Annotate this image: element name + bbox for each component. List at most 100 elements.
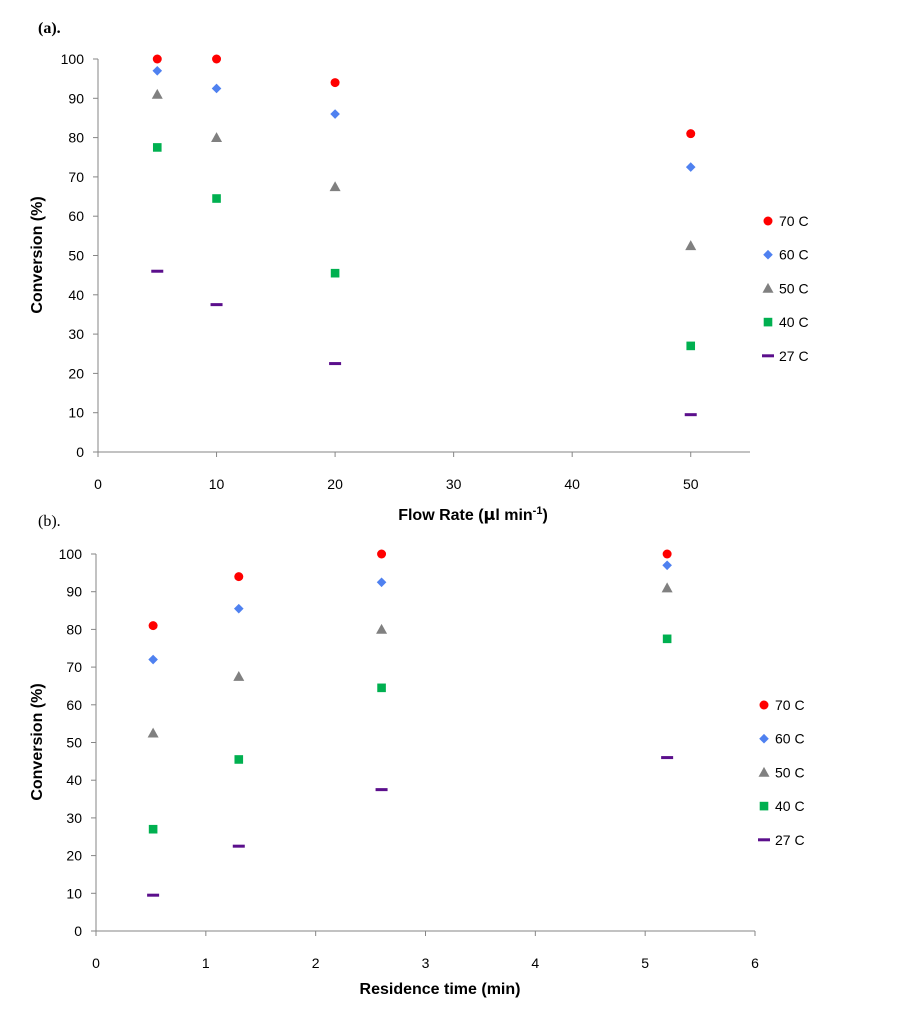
data-point <box>377 683 386 693</box>
panel-b-plot: 0 10 20 30 40 50 60 70 80 90 100 0 1 2 3 4 5 6 70 C 60 C 50 … <box>59 546 805 971</box>
panel-a-series-50c <box>151 88 697 251</box>
panel-a-x-tick-label: 0 <box>94 476 102 492</box>
panel-a-x-tick-label: 40 <box>564 476 580 492</box>
panel-a-x-axis-title: Flow Rate (μl min-1) <box>398 505 548 524</box>
panel-b-y-tick-label: 0 <box>74 923 82 939</box>
panel-b-y-tick-label: 100 <box>59 546 83 562</box>
panel-a-y-tick-label: 90 <box>68 90 84 106</box>
panel-a-x-title-main: Flow Rate ( <box>398 507 484 524</box>
data-point <box>152 143 162 152</box>
panel-a-x-title-sup: -1 <box>533 505 543 517</box>
panel-b: (b). Conversion (%) Residence time (min)… <box>29 513 805 998</box>
panel-b-x-tick-label: 2 <box>312 955 320 971</box>
data-point <box>686 341 696 351</box>
data-point <box>147 727 159 738</box>
panel-a-y-tick-label: 70 <box>68 169 84 185</box>
data-point <box>375 788 388 792</box>
legend-marker <box>758 838 770 842</box>
legend-marker <box>759 700 769 710</box>
data-point <box>152 65 163 76</box>
data-point <box>330 78 340 88</box>
data-point <box>686 129 696 139</box>
data-point <box>685 162 696 172</box>
data-point <box>212 54 222 64</box>
panel-b-x-axis-title: Residence time (min) <box>360 981 521 998</box>
panel-b-y-tick-label: 90 <box>66 584 82 600</box>
panel-a-y-tick-label: 80 <box>68 130 84 146</box>
data-point <box>151 88 163 99</box>
data-point <box>148 621 158 631</box>
panel-b-y-tick-label: 20 <box>66 848 82 864</box>
legend-marker <box>763 249 773 260</box>
data-point <box>329 181 341 192</box>
legend-marker <box>762 354 774 358</box>
panel-b-y-tick-label: 70 <box>66 659 82 675</box>
data-point <box>685 240 697 251</box>
data-point <box>148 654 158 665</box>
legend-label: 70 C <box>775 697 805 713</box>
panel-b-legend: 70 C 60 C 50 C 40 C 27 C <box>758 697 805 848</box>
panel-a-y-tick-label: 40 <box>68 287 84 303</box>
panel-a-x-tick-label: 20 <box>327 476 343 492</box>
panel-a-x-tick-label: 30 <box>446 476 462 492</box>
data-point <box>376 577 387 588</box>
data-point <box>211 83 222 94</box>
panel-a-x-tick-label: 10 <box>209 476 225 492</box>
panel-b-y-tick-label: 60 <box>66 697 82 713</box>
panel-b-x-tick-label: 3 <box>422 955 430 971</box>
data-point <box>147 893 160 897</box>
data-point <box>152 54 162 64</box>
panel-b-y-tick-label: 80 <box>66 621 82 637</box>
panel-a: (a). Conversion (%) Flow Rate (μl min-1)… <box>29 20 809 524</box>
panel-a-y-axis-title: Conversion (%) <box>29 196 46 313</box>
legend-marker <box>762 282 774 293</box>
data-point <box>662 549 672 559</box>
panel-b-y-axis-title: Conversion (%) <box>29 683 46 800</box>
panel-a-y-tick-label: 10 <box>68 405 84 421</box>
panel-a-label: (a). <box>38 20 61 37</box>
data-point <box>661 582 673 593</box>
panel-a-legend: 70 C 60 C 50 C 40 C 27 C <box>762 213 809 364</box>
data-point <box>662 560 672 571</box>
legend-label: 27 C <box>775 832 805 848</box>
data-point <box>233 671 245 681</box>
panel-a-y-tick-label: 20 <box>68 365 84 381</box>
legend-label: 60 C <box>775 731 805 747</box>
data-point <box>148 824 158 834</box>
panel-b-x-tick-label: 0 <box>92 955 100 971</box>
legend-marker <box>758 766 770 777</box>
data-point <box>234 572 244 582</box>
data-point <box>212 194 221 203</box>
legend-label: 60 C <box>779 247 809 263</box>
panel-b-y-tick-label: 50 <box>66 735 82 751</box>
panel-b-series-50c <box>147 582 673 738</box>
data-point <box>210 303 223 307</box>
data-point <box>662 634 672 644</box>
data-point <box>232 844 245 848</box>
panel-a-y-tick-label: 50 <box>68 248 84 264</box>
legend-marker <box>763 317 773 327</box>
panel-a-x-title-mu: μ <box>484 505 496 524</box>
panel-b-y-tick-label: 40 <box>66 772 82 788</box>
panel-b-label: (b). <box>38 513 61 530</box>
legend-marker <box>759 801 769 811</box>
data-point <box>684 413 697 417</box>
legend-label: 70 C <box>779 213 809 229</box>
panel-a-x-title-close: ) <box>542 507 547 524</box>
panel-b-x-tick-label: 4 <box>531 955 539 971</box>
panel-a-y-tick-label: 0 <box>76 444 84 460</box>
data-point <box>661 756 674 760</box>
panel-b-y-tick-label: 30 <box>66 810 82 826</box>
data-point <box>329 362 342 366</box>
panel-a-x-tick-label: 50 <box>683 476 699 492</box>
data-point <box>234 755 244 764</box>
panel-b-series-60c <box>148 560 672 665</box>
panel-b-x-tick-label: 6 <box>751 955 759 971</box>
panel-a-x-title-rest: l min <box>495 507 532 524</box>
legend-label: 40 C <box>779 314 809 330</box>
panel-a-series-40c <box>152 143 696 351</box>
data-point <box>377 549 387 559</box>
data-point <box>233 603 244 614</box>
panel-a-series-27c <box>151 269 697 417</box>
